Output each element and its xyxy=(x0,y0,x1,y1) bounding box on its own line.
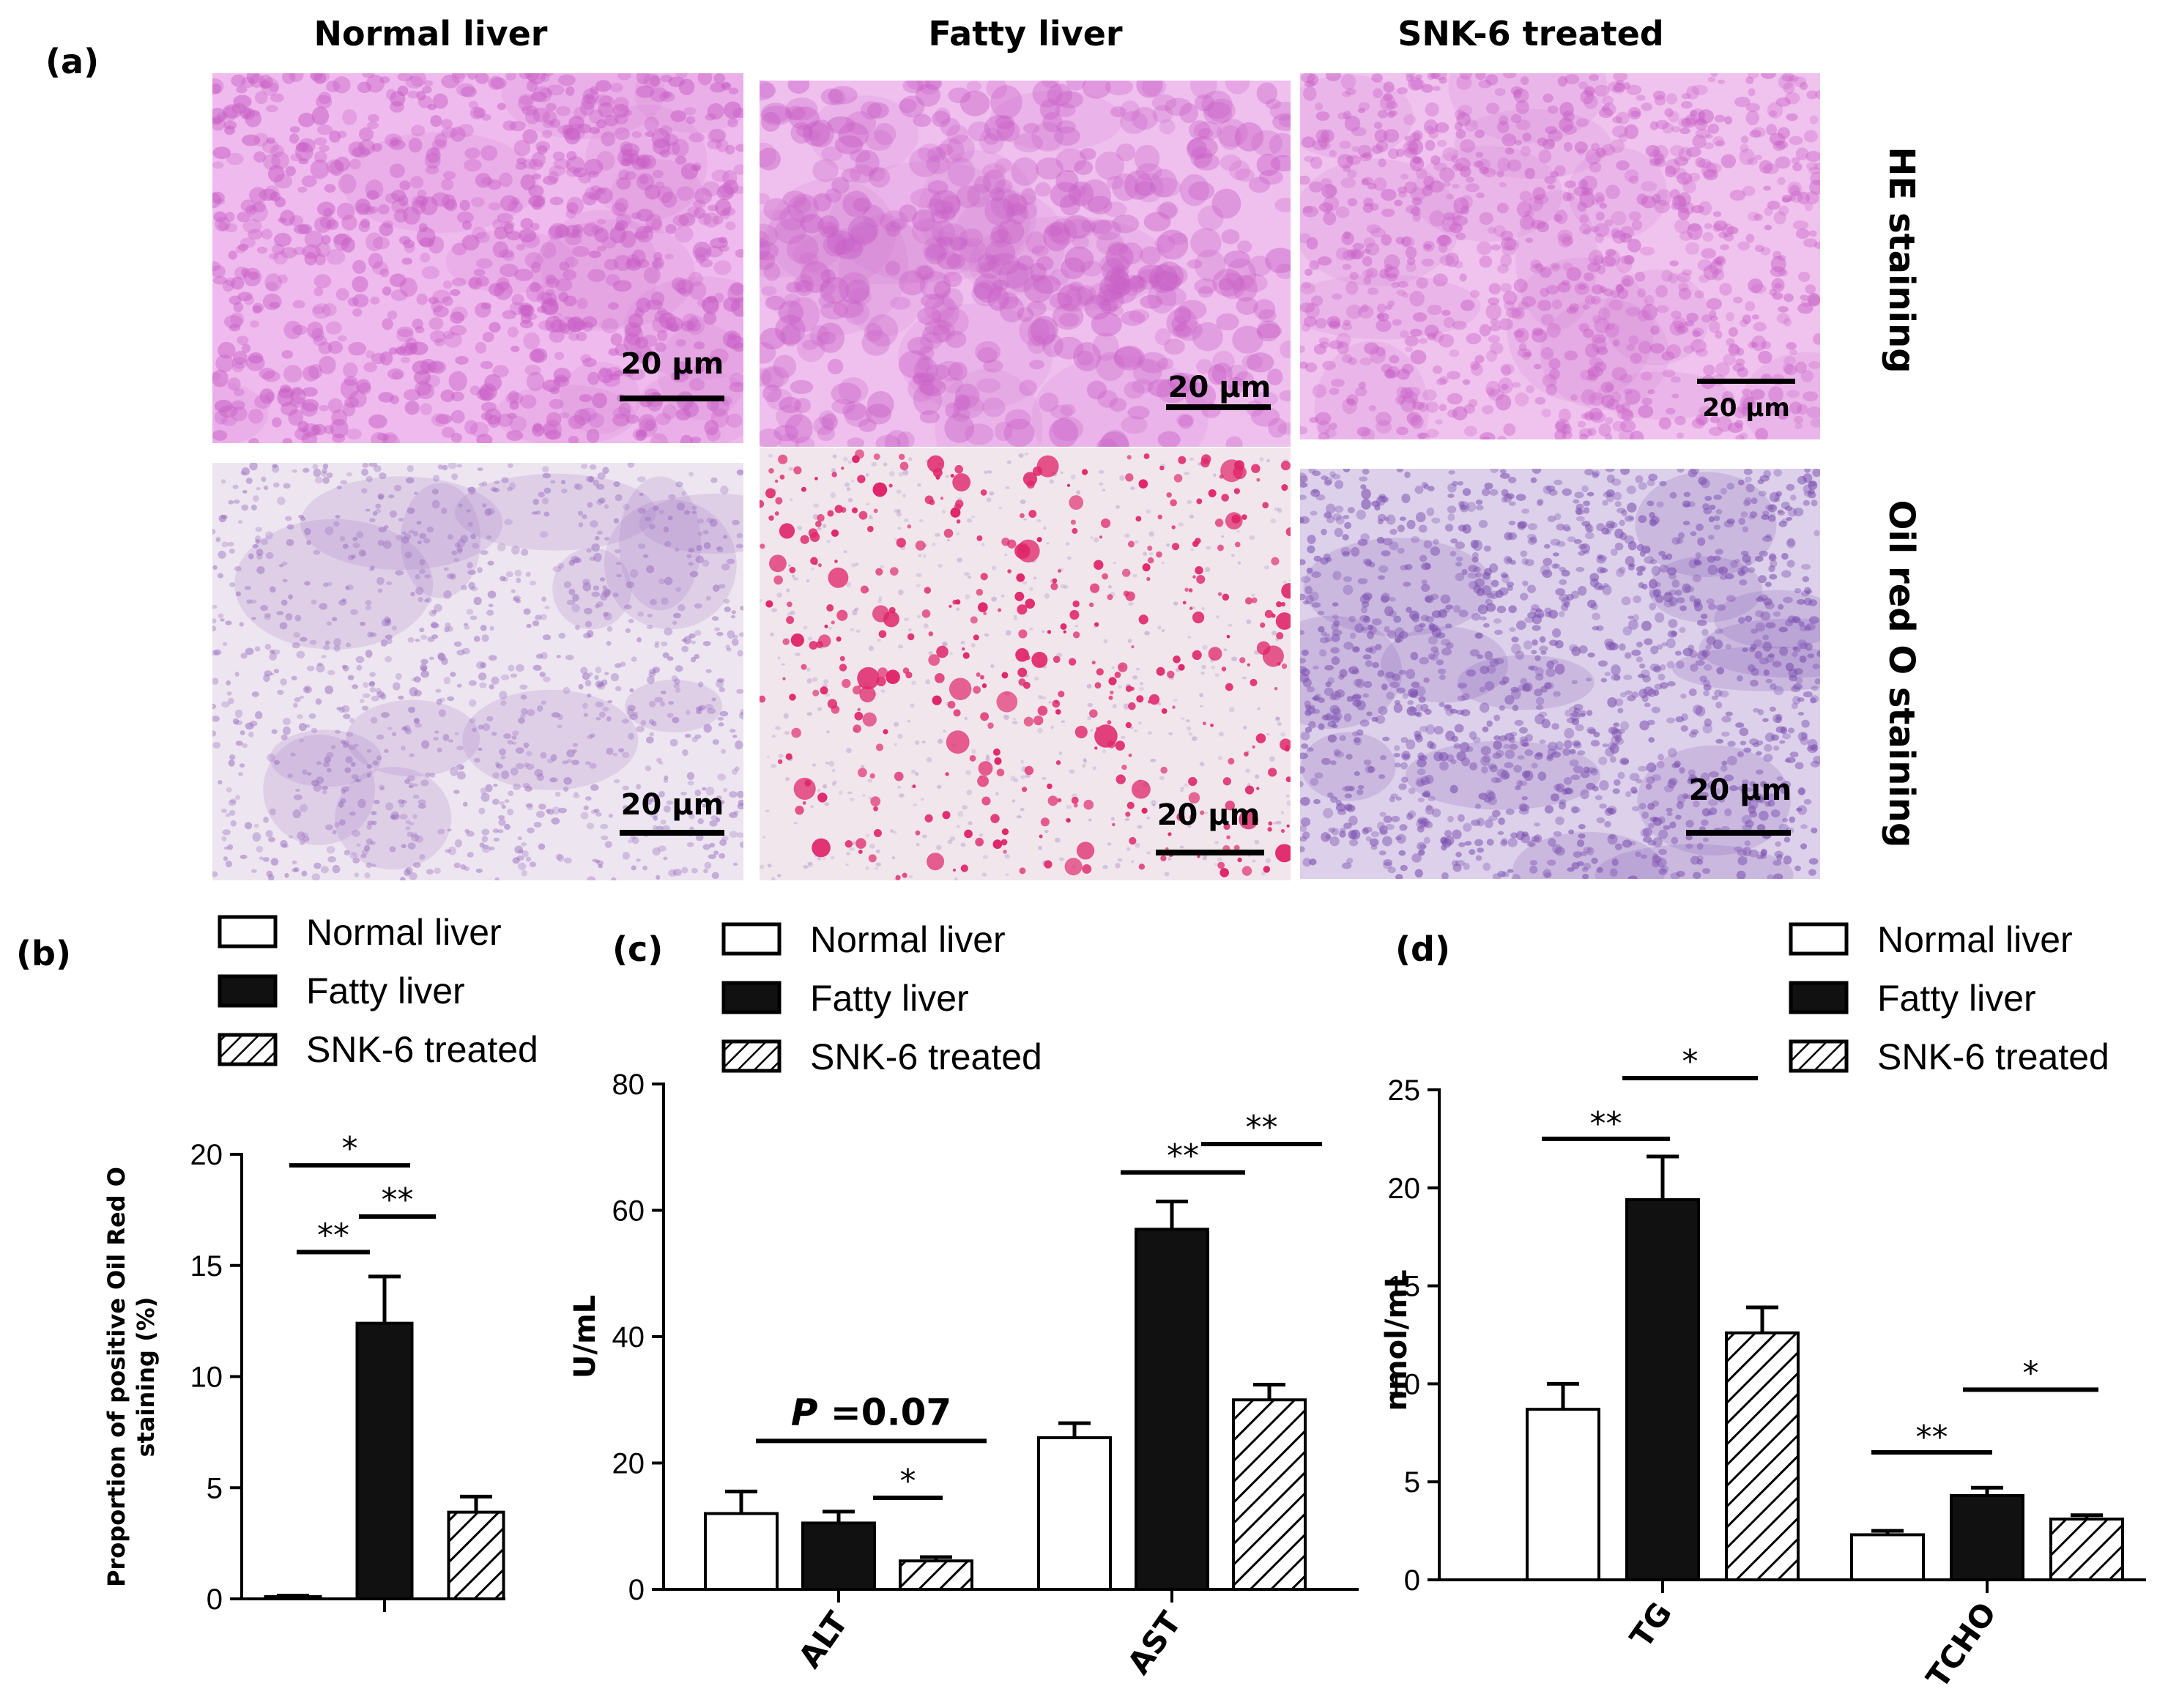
significance-label-2-1: * xyxy=(1682,1043,1699,1080)
bar-1-0-2 xyxy=(899,1559,973,1591)
significance-label-0-0: * xyxy=(342,1130,358,1167)
scale-bar-oro-fatty: 20 μm xyxy=(1156,798,1264,855)
legend-d-label-normal: Normal liver xyxy=(1877,919,2073,960)
legend-b-swatch-normal xyxy=(218,915,278,948)
significance-label-2-3: * xyxy=(2023,1354,2039,1392)
y-tick-label-2-2: 10 xyxy=(1388,1368,1421,1400)
micrograph-he-treated xyxy=(1300,73,1820,439)
legend-d-swatch-fatty xyxy=(1789,981,1849,1014)
x-tick-label-ast: AST xyxy=(1121,1605,1189,1680)
y-tick-label-1-3: 60 xyxy=(612,1195,645,1228)
row-label-he: HE staining xyxy=(1881,146,1922,373)
bar-1-0-1 xyxy=(801,1521,876,1591)
legend-b-label-fatty: Fatty liver xyxy=(306,970,465,1011)
legend-c-swatch-treated xyxy=(721,1039,782,1073)
panel-d-label: (d) xyxy=(1395,929,1450,969)
legend-b: Normal liver Fatty liver SNK-6 treated xyxy=(218,912,538,1070)
micrograph-oro-fatty xyxy=(760,448,1291,880)
legend-d-swatch-normal xyxy=(1789,922,1849,956)
column-title-fatty: Fatty liver xyxy=(928,14,1122,53)
bar-2-0-0 xyxy=(1526,1408,1600,1581)
y-tick-label-1-2: 40 xyxy=(612,1321,645,1354)
y-tick-label-2-3: 15 xyxy=(1388,1271,1421,1303)
y-tick-label-2-5: 25 xyxy=(1388,1074,1421,1107)
x-tick-label-alt: ALT xyxy=(792,1605,855,1674)
scale-bar-he-normal: 20 μm xyxy=(620,347,724,401)
bar-2-1-2 xyxy=(2049,1518,2124,1581)
y-axis-label-1: U/mL xyxy=(568,1295,602,1378)
significance-label-0-1: ** xyxy=(317,1217,349,1255)
legend-b-label-treated: SNK-6 treated xyxy=(306,1029,538,1070)
column-title-normal: Normal liver xyxy=(314,14,548,53)
legend-b-swatch-fatty xyxy=(218,974,278,1008)
x-tick-label-tcho: TCHO xyxy=(1919,1596,2003,1695)
bar-1-1-0 xyxy=(1037,1436,1112,1591)
significance-label-1-3: ** xyxy=(1246,1109,1278,1146)
bar-2-1-0 xyxy=(1850,1533,1925,1581)
panel-b-label: (b) xyxy=(16,934,71,973)
legend-c-label-normal: Normal liver xyxy=(810,919,1006,960)
scale-bar-he-fatty: 20 μm xyxy=(1166,371,1271,410)
column-title-treated: SNK-6 treated xyxy=(1397,14,1663,53)
legend-d-label-fatty: Fatty liver xyxy=(1877,978,2036,1019)
scale-bar-oro-normal: 20 μm xyxy=(620,788,724,836)
bar-0-0-1 xyxy=(355,1321,414,1601)
legend-b-swatch-treated xyxy=(218,1033,278,1066)
bar-2-0-1 xyxy=(1625,1198,1700,1581)
y-axis-label-0-1: staining (%) xyxy=(132,1297,160,1458)
y-tick-label-0-3: 15 xyxy=(190,1250,223,1282)
bar-0-0-2 xyxy=(447,1510,505,1601)
significance-label-1-0: P =0.07 xyxy=(791,1391,951,1433)
y-tick-label-0-0: 0 xyxy=(207,1583,223,1616)
legend-c-swatch-fatty xyxy=(721,981,782,1014)
row-label-oro: Oil red O staining xyxy=(1881,500,1922,848)
y-tick-label-0-1: 5 xyxy=(207,1472,223,1504)
y-tick-label-1-0: 0 xyxy=(628,1574,645,1606)
micrograph-he-normal xyxy=(212,73,743,443)
legend-c: Normal liver Fatty liver SNK-6 treated xyxy=(721,919,1042,1077)
y-tick-label-0-2: 10 xyxy=(190,1362,223,1394)
micrograph-he-fatty xyxy=(760,81,1291,447)
significance-label-2-2: ** xyxy=(1916,1419,1948,1456)
y-tick-label-2-4: 20 xyxy=(1388,1173,1421,1205)
y-tick-label-1-4: 80 xyxy=(612,1069,645,1101)
significance-label-1-2: ** xyxy=(1167,1137,1199,1175)
bar-1-1-2 xyxy=(1232,1398,1307,1591)
bar-2-0-2 xyxy=(1725,1331,1800,1581)
legend-c-label-fatty: Fatty liver xyxy=(810,978,969,1019)
y-tick-label-1-1: 20 xyxy=(612,1448,645,1480)
significance-label-1-1: * xyxy=(900,1463,916,1500)
x-tick-label-tg: TG xyxy=(1623,1596,1679,1655)
legend-d-swatch-treated xyxy=(1789,1039,1849,1073)
scale-bar-oro-treated: 20 μm xyxy=(1686,773,1792,836)
panel-c-label: (c) xyxy=(612,929,663,969)
legend-d: Normal liver Fatty liver SNK-6 treated xyxy=(1789,919,2109,1077)
bar-1-0-0 xyxy=(704,1512,779,1591)
y-tick-label-2-0: 0 xyxy=(1404,1564,1420,1597)
panel-a-label: (a) xyxy=(45,42,99,81)
legend-c-label-treated: SNK-6 treated xyxy=(810,1036,1042,1077)
y-tick-label-0-4: 20 xyxy=(190,1139,223,1171)
bar-1-1-1 xyxy=(1135,1228,1209,1591)
significance-label-2-0: ** xyxy=(1590,1105,1622,1143)
chart-b: 0 5 10 15 20 Proportion of positive Oil Red O… xyxy=(103,1130,505,1616)
y-tick-label-2-1: 5 xyxy=(1404,1466,1420,1499)
significance-label-0-2: ** xyxy=(382,1181,414,1219)
bar-2-1-1 xyxy=(1950,1493,2024,1582)
legend-b-label-normal: Normal liver xyxy=(306,912,502,953)
scale-bar-he-treated: 20 μm xyxy=(1697,379,1795,423)
y-axis-label-2: nmol/mL xyxy=(1380,1269,1414,1411)
y-axis-label-0-0: Proportion of positive Oil Red O xyxy=(103,1167,130,1587)
legend-c-swatch-normal xyxy=(721,922,782,956)
legend-d-label-treated: SNK-6 treated xyxy=(1877,1036,2109,1077)
